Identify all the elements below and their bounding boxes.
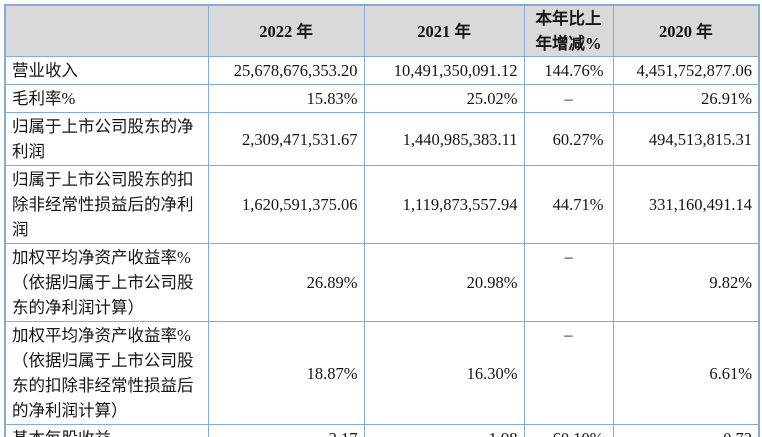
financial-summary-table: 2022 年 2021 年 本年比上年增减% 2020 年 营业收入 25,67… <box>4 4 760 437</box>
cell-change: 44.71% <box>523 165 614 244</box>
cell-2021: 1,440,985,383.11 <box>363 112 525 166</box>
header-year-2021: 2021 年 <box>363 4 525 57</box>
header-yoy-change: 本年比上年增减% <box>523 4 614 57</box>
row-label: 毛利率% <box>4 84 209 113</box>
cell-2022: 18.87% <box>207 321 365 425</box>
cell-2020: 0.72 <box>612 424 760 437</box>
cell-2020: 6.61% <box>612 321 760 425</box>
cell-2020: 4,451,752,877.06 <box>612 56 760 85</box>
header-yoy-change-line2: 年增减% <box>535 34 602 53</box>
cell-change: 60.10% <box>523 424 614 437</box>
table-row-net-profit-excl-nonrecurring: 归属于上市公司股东的扣除非经常性损益后的净利润 1,620,591,375.06… <box>4 165 760 244</box>
table-row-basic-eps: 基本每股收益 3.17 1.98 60.10% 0.72 <box>4 424 760 437</box>
row-label: 归属于上市公司股东的扣除非经常性损益后的净利润 <box>4 165 209 244</box>
table-row-weighted-roe-excl-nonrecurring: 加权平均净资产收益率%（依据归属于上市公司股东的扣除非经常性损益后的净利润计算）… <box>4 321 760 425</box>
table-row-gross-margin: 毛利率% 15.83% 25.02% – 26.91% <box>4 84 760 113</box>
cell-change: – <box>523 243 614 322</box>
cell-2022: 2,309,471,531.67 <box>207 112 365 166</box>
cell-2022: 15.83% <box>207 84 365 113</box>
cell-change: 60.27% <box>523 112 614 166</box>
cell-2022: 26.89% <box>207 243 365 322</box>
cell-2022: 3.17 <box>207 424 365 437</box>
row-label: 营业收入 <box>4 56 209 85</box>
cell-2021: 10,491,350,091.12 <box>363 56 525 85</box>
row-label: 加权平均净资产收益率%（依据归属于上市公司股东的净利润计算） <box>4 243 209 322</box>
cell-2022: 25,678,676,353.20 <box>207 56 365 85</box>
cell-change: 144.76% <box>523 56 614 85</box>
table-row-revenue: 营业收入 25,678,676,353.20 10,491,350,091.12… <box>4 56 760 85</box>
cell-2022: 1,620,591,375.06 <box>207 165 365 244</box>
row-label: 归属于上市公司股东的净利润 <box>4 112 209 166</box>
cell-2021: 16.30% <box>363 321 525 425</box>
cell-2020: 494,513,815.31 <box>612 112 760 166</box>
table-row-net-profit: 归属于上市公司股东的净利润 2,309,471,531.67 1,440,985… <box>4 112 760 166</box>
table-row-weighted-roe: 加权平均净资产收益率%（依据归属于上市公司股东的净利润计算） 26.89% 20… <box>4 243 760 322</box>
cell-2021: 1.98 <box>363 424 525 437</box>
table-header-row: 2022 年 2021 年 本年比上年增减% 2020 年 <box>4 4 760 57</box>
cell-2021: 20.98% <box>363 243 525 322</box>
row-label: 基本每股收益 <box>4 424 209 437</box>
header-year-2020: 2020 年 <box>612 4 760 57</box>
header-blank-cell <box>4 4 209 57</box>
cell-2020: 331,160,491.14 <box>612 165 760 244</box>
header-yoy-change-line1: 本年比上 <box>535 9 602 28</box>
row-label: 加权平均净资产收益率%（依据归属于上市公司股东的扣除非经常性损益后的净利润计算） <box>4 321 209 425</box>
cell-2021: 25.02% <box>363 84 525 113</box>
cell-change: – <box>523 321 614 425</box>
cell-change: – <box>523 84 614 113</box>
cell-2021: 1,119,873,557.94 <box>363 165 525 244</box>
header-year-2022: 2022 年 <box>207 4 365 57</box>
cell-2020: 9.82% <box>612 243 760 322</box>
cell-2020: 26.91% <box>612 84 760 113</box>
